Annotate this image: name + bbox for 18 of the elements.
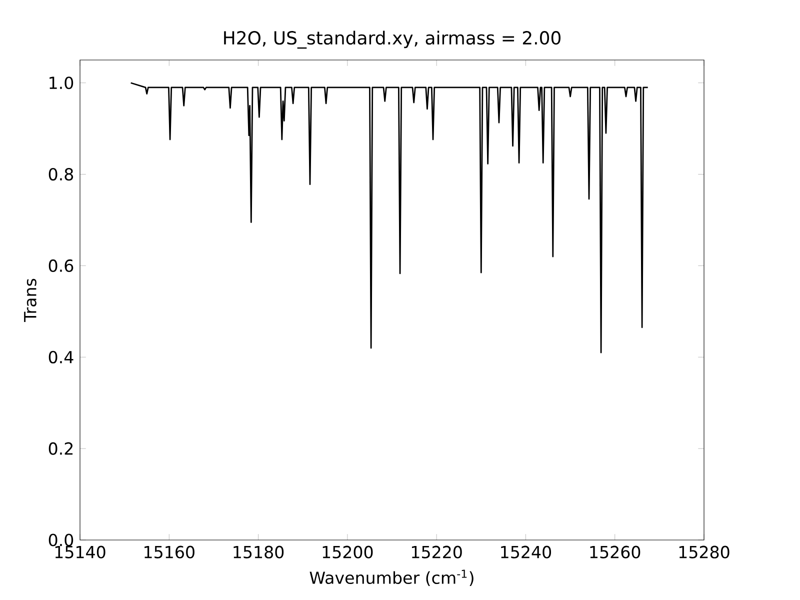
x-axis-title: Wavenumber (cm$^{-1}$) xyxy=(310,570,474,586)
x-tick-label: 15180 xyxy=(234,546,284,558)
x-tick-label: 15140 xyxy=(55,546,106,558)
y-tick-label: 1.0 xyxy=(50,76,74,90)
chart-title: H2O, US_standard.xy, airmass = 2.00 xyxy=(224,30,560,49)
y-tick-label: 0.2 xyxy=(48,442,73,455)
x-tick-label: 15160 xyxy=(144,546,194,558)
y-axis-title: Trans xyxy=(24,278,36,322)
x-tick-label: 15240 xyxy=(501,546,552,558)
x-tick-label: 15280 xyxy=(679,546,730,558)
x-tick-label: 15260 xyxy=(590,546,640,558)
line-series xyxy=(130,82,649,354)
y-tick-label: 0.0 xyxy=(48,534,74,546)
x-tick-label: 15220 xyxy=(412,546,462,558)
y-tick-label: 0.6 xyxy=(48,259,74,272)
x-tick-label: 15200 xyxy=(322,546,373,558)
y-tick-label: 0.8 xyxy=(48,168,74,181)
y-tick-label: 0.4 xyxy=(48,350,74,364)
